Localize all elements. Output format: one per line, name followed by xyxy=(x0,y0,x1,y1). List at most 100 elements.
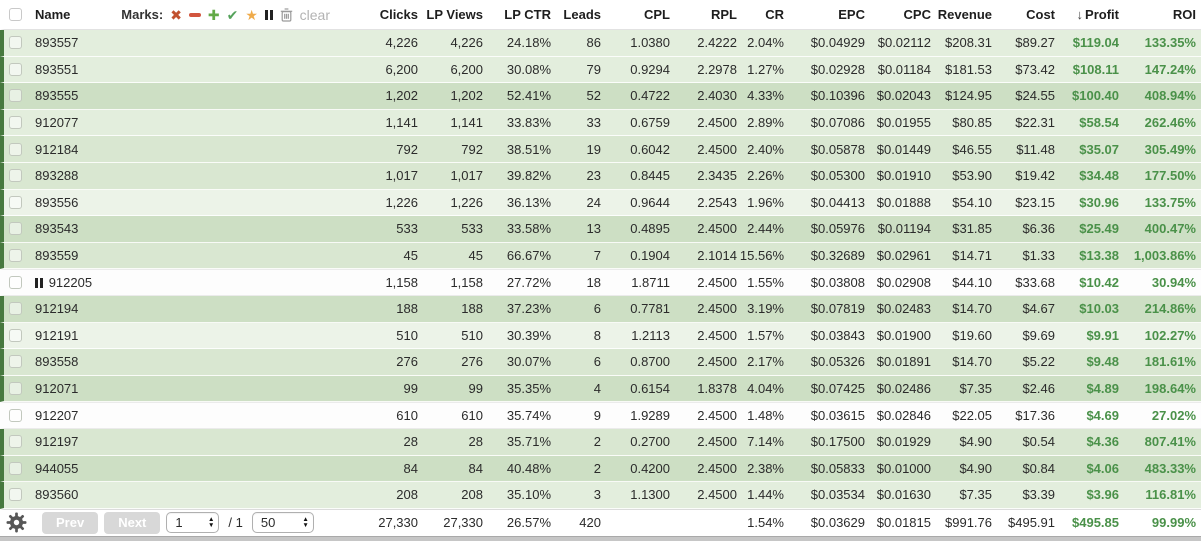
cell-leads: 23 xyxy=(586,168,601,184)
table-row[interactable]: 893560 208 208 35.10% 3 1.1300 2.4500 1.44% $0.0… xyxy=(0,482,1201,509)
table-row[interactable]: 912194 188 188 37.23% 6 0.7781 2.4500 3.19% $0.0… xyxy=(0,295,1201,323)
pause-mark-icon[interactable] xyxy=(264,9,273,20)
row-checkbox[interactable] xyxy=(8,382,22,396)
select-all-checkbox[interactable] xyxy=(8,8,22,21)
column-header-cr[interactable]: CR xyxy=(737,7,784,22)
column-header-lp_views[interactable]: LP Views xyxy=(418,7,483,22)
cell-lp_views: 1,226 xyxy=(450,194,483,210)
row-checkbox[interactable] xyxy=(8,276,22,290)
name-column-header[interactable]: Name xyxy=(35,7,71,22)
row-checkbox[interactable] xyxy=(8,249,22,263)
column-header-revenue[interactable]: Revenue xyxy=(931,7,992,22)
sort-desc-icon: ↓ xyxy=(1076,7,1084,22)
page-size-input[interactable]: 50 ▲ ▼ xyxy=(251,512,314,534)
cell-roi: 147.24% xyxy=(1144,61,1196,77)
column-header-cost[interactable]: Cost xyxy=(992,7,1055,22)
table-row[interactable]: 893556 1,226 1,226 36.13% 24 0.9644 2.2543 1.96… xyxy=(0,189,1201,217)
cell-profit: $10.42 xyxy=(1079,275,1119,291)
table-row[interactable]: 944055 84 84 40.48% 2 0.4200 2.4500 2.38% $0.058… xyxy=(0,455,1201,483)
row-checkbox[interactable] xyxy=(8,302,22,316)
row-name[interactable]: 912197 xyxy=(35,434,79,450)
row-name[interactable]: 893555 xyxy=(35,88,79,104)
table-row[interactable]: 912207 610 610 35.74% 9 1.9289 2.4500 1.48% $0.0… xyxy=(0,402,1201,429)
trash-icon[interactable] xyxy=(280,7,293,22)
x-mark-icon[interactable]: ✖ xyxy=(170,6,182,23)
column-header-profit[interactable]: ↓ Profit xyxy=(1055,7,1119,22)
cell-lp_views: 84 xyxy=(468,460,483,476)
column-header-epc[interactable]: EPC xyxy=(784,7,865,22)
row-checkbox[interactable] xyxy=(8,328,22,342)
column-header-cpc[interactable]: CPC xyxy=(865,7,931,22)
table-row[interactable]: 893543 533 533 33.58% 13 0.4895 2.4500 2.44% $0.… xyxy=(0,216,1201,243)
row-checkbox[interactable] xyxy=(8,142,22,156)
row-checkbox[interactable] xyxy=(8,116,22,130)
row-name[interactable]: 893551 xyxy=(35,61,79,77)
row-checkbox[interactable] xyxy=(8,488,22,502)
bottom-scrollbar-strip[interactable] xyxy=(0,535,1201,541)
table-row[interactable]: 893558 276 276 30.07% 6 0.8700 2.4500 2.17% $0.0… xyxy=(0,349,1201,376)
row-name[interactable]: 912071 xyxy=(35,381,79,397)
row-name[interactable]: 893543 xyxy=(35,221,79,237)
plus-mark-icon[interactable]: ✚ xyxy=(207,6,220,23)
row-checkbox[interactable] xyxy=(8,461,22,475)
row-checkbox[interactable] xyxy=(8,355,22,369)
row-name[interactable]: 893557 xyxy=(35,35,79,51)
table-row[interactable]: 912205 1,158 1,158 27.72% 18 1.8711 2.4500 1.55… xyxy=(0,269,1201,296)
row-name[interactable]: 912184 xyxy=(35,141,79,157)
row-checkbox[interactable] xyxy=(8,89,22,103)
row-checkbox[interactable] xyxy=(8,169,22,183)
cell-cr: 3.19% xyxy=(747,301,784,317)
row-name[interactable]: 912191 xyxy=(35,327,79,343)
row-name[interactable]: 912194 xyxy=(35,301,79,317)
table-row[interactable]: 893555 1,202 1,202 52.41% 52 0.4722 2.4030 4.33… xyxy=(0,83,1201,110)
row-checkbox[interactable] xyxy=(8,435,22,449)
pagination-controls: Prev Next 1 ▲ ▼ / 1 50 ▲ ▼ xyxy=(4,511,336,534)
table-row[interactable]: 912191 510 510 30.39% 8 1.2113 2.4500 1.57% $0.0… xyxy=(0,322,1201,350)
column-header-clicks[interactable]: Clicks xyxy=(336,7,418,22)
table-row[interactable]: 912077 1,141 1,141 33.83% 33 0.6759 2.4500 2.89… xyxy=(0,109,1201,137)
row-name[interactable]: 944055 xyxy=(35,460,79,476)
page-number-input[interactable]: 1 ▲ ▼ xyxy=(166,512,220,534)
table-row[interactable]: 912184 792 792 38.51% 19 0.6042 2.4500 2.40% $0.… xyxy=(0,136,1201,163)
table-row[interactable]: 893288 1,017 1,017 39.82% 23 0.8445 2.3435 2.26… xyxy=(0,162,1201,190)
page-size-stepper-icon[interactable]: ▲ ▼ xyxy=(302,516,309,529)
row-name[interactable]: 893288 xyxy=(35,168,79,184)
table-row[interactable]: 893559 45 45 66.67% 7 0.1904 2.1014 15.56% $0.32… xyxy=(0,242,1201,270)
row-checkbox[interactable] xyxy=(8,62,22,76)
row-name[interactable]: 912077 xyxy=(35,115,79,131)
row-name[interactable]: 893559 xyxy=(35,248,79,264)
next-page-button[interactable]: Next xyxy=(104,511,161,534)
check-mark-icon[interactable]: ✔ xyxy=(226,6,239,23)
row-name[interactable]: 912207 xyxy=(35,408,79,424)
row-checkbox[interactable] xyxy=(8,409,22,423)
row-checkbox-cell xyxy=(4,409,26,423)
row-name[interactable]: 893558 xyxy=(35,354,79,370)
total-leads: 420 xyxy=(579,515,601,531)
column-header-leads[interactable]: Leads xyxy=(551,7,601,22)
row-checkbox[interactable] xyxy=(8,195,22,209)
cell-roi: 1,003.86% xyxy=(1133,248,1196,264)
cell-clicks: 4,226 xyxy=(385,35,418,51)
table-row[interactable]: 893557 4,226 4,226 24.18% 86 1.0380 2.4222 2.04… xyxy=(0,30,1201,57)
clear-marks-button[interactable]: clear xyxy=(299,6,330,23)
column-header-rpl[interactable]: RPL xyxy=(670,7,737,22)
row-name[interactable]: 893556 xyxy=(35,194,79,210)
column-header-roi[interactable]: ROI xyxy=(1119,7,1196,22)
page-stepper-icon[interactable]: ▲ ▼ xyxy=(207,516,215,529)
table-row[interactable]: 912197 28 28 35.71% 2 0.2700 2.4500 7.14% $0.175… xyxy=(0,428,1201,456)
row-name[interactable]: 912205 xyxy=(48,275,93,291)
cell-roi: 116.81% xyxy=(1145,487,1196,503)
row-checkbox[interactable] xyxy=(8,222,22,236)
column-header-cpl[interactable]: CPL xyxy=(601,7,670,22)
row-checkbox[interactable] xyxy=(8,36,22,50)
gear-icon[interactable] xyxy=(6,512,27,533)
column-header-lp_ctr[interactable]: LP CTR xyxy=(483,7,551,22)
prev-page-button[interactable]: Prev xyxy=(42,511,99,534)
row-checkbox-cell xyxy=(4,89,26,103)
column-header-label: ROI xyxy=(1172,7,1196,22)
table-row[interactable]: 893551 6,200 6,200 30.08% 79 0.9294 2.2978 1.27… xyxy=(0,56,1201,84)
row-name[interactable]: 893560 xyxy=(35,487,79,503)
table-row[interactable]: 912071 99 99 35.35% 4 0.6154 1.8378 4.04% $0.074… xyxy=(0,375,1201,403)
minus-mark-icon[interactable] xyxy=(188,12,201,17)
star-mark-icon[interactable]: ★ xyxy=(245,6,258,23)
